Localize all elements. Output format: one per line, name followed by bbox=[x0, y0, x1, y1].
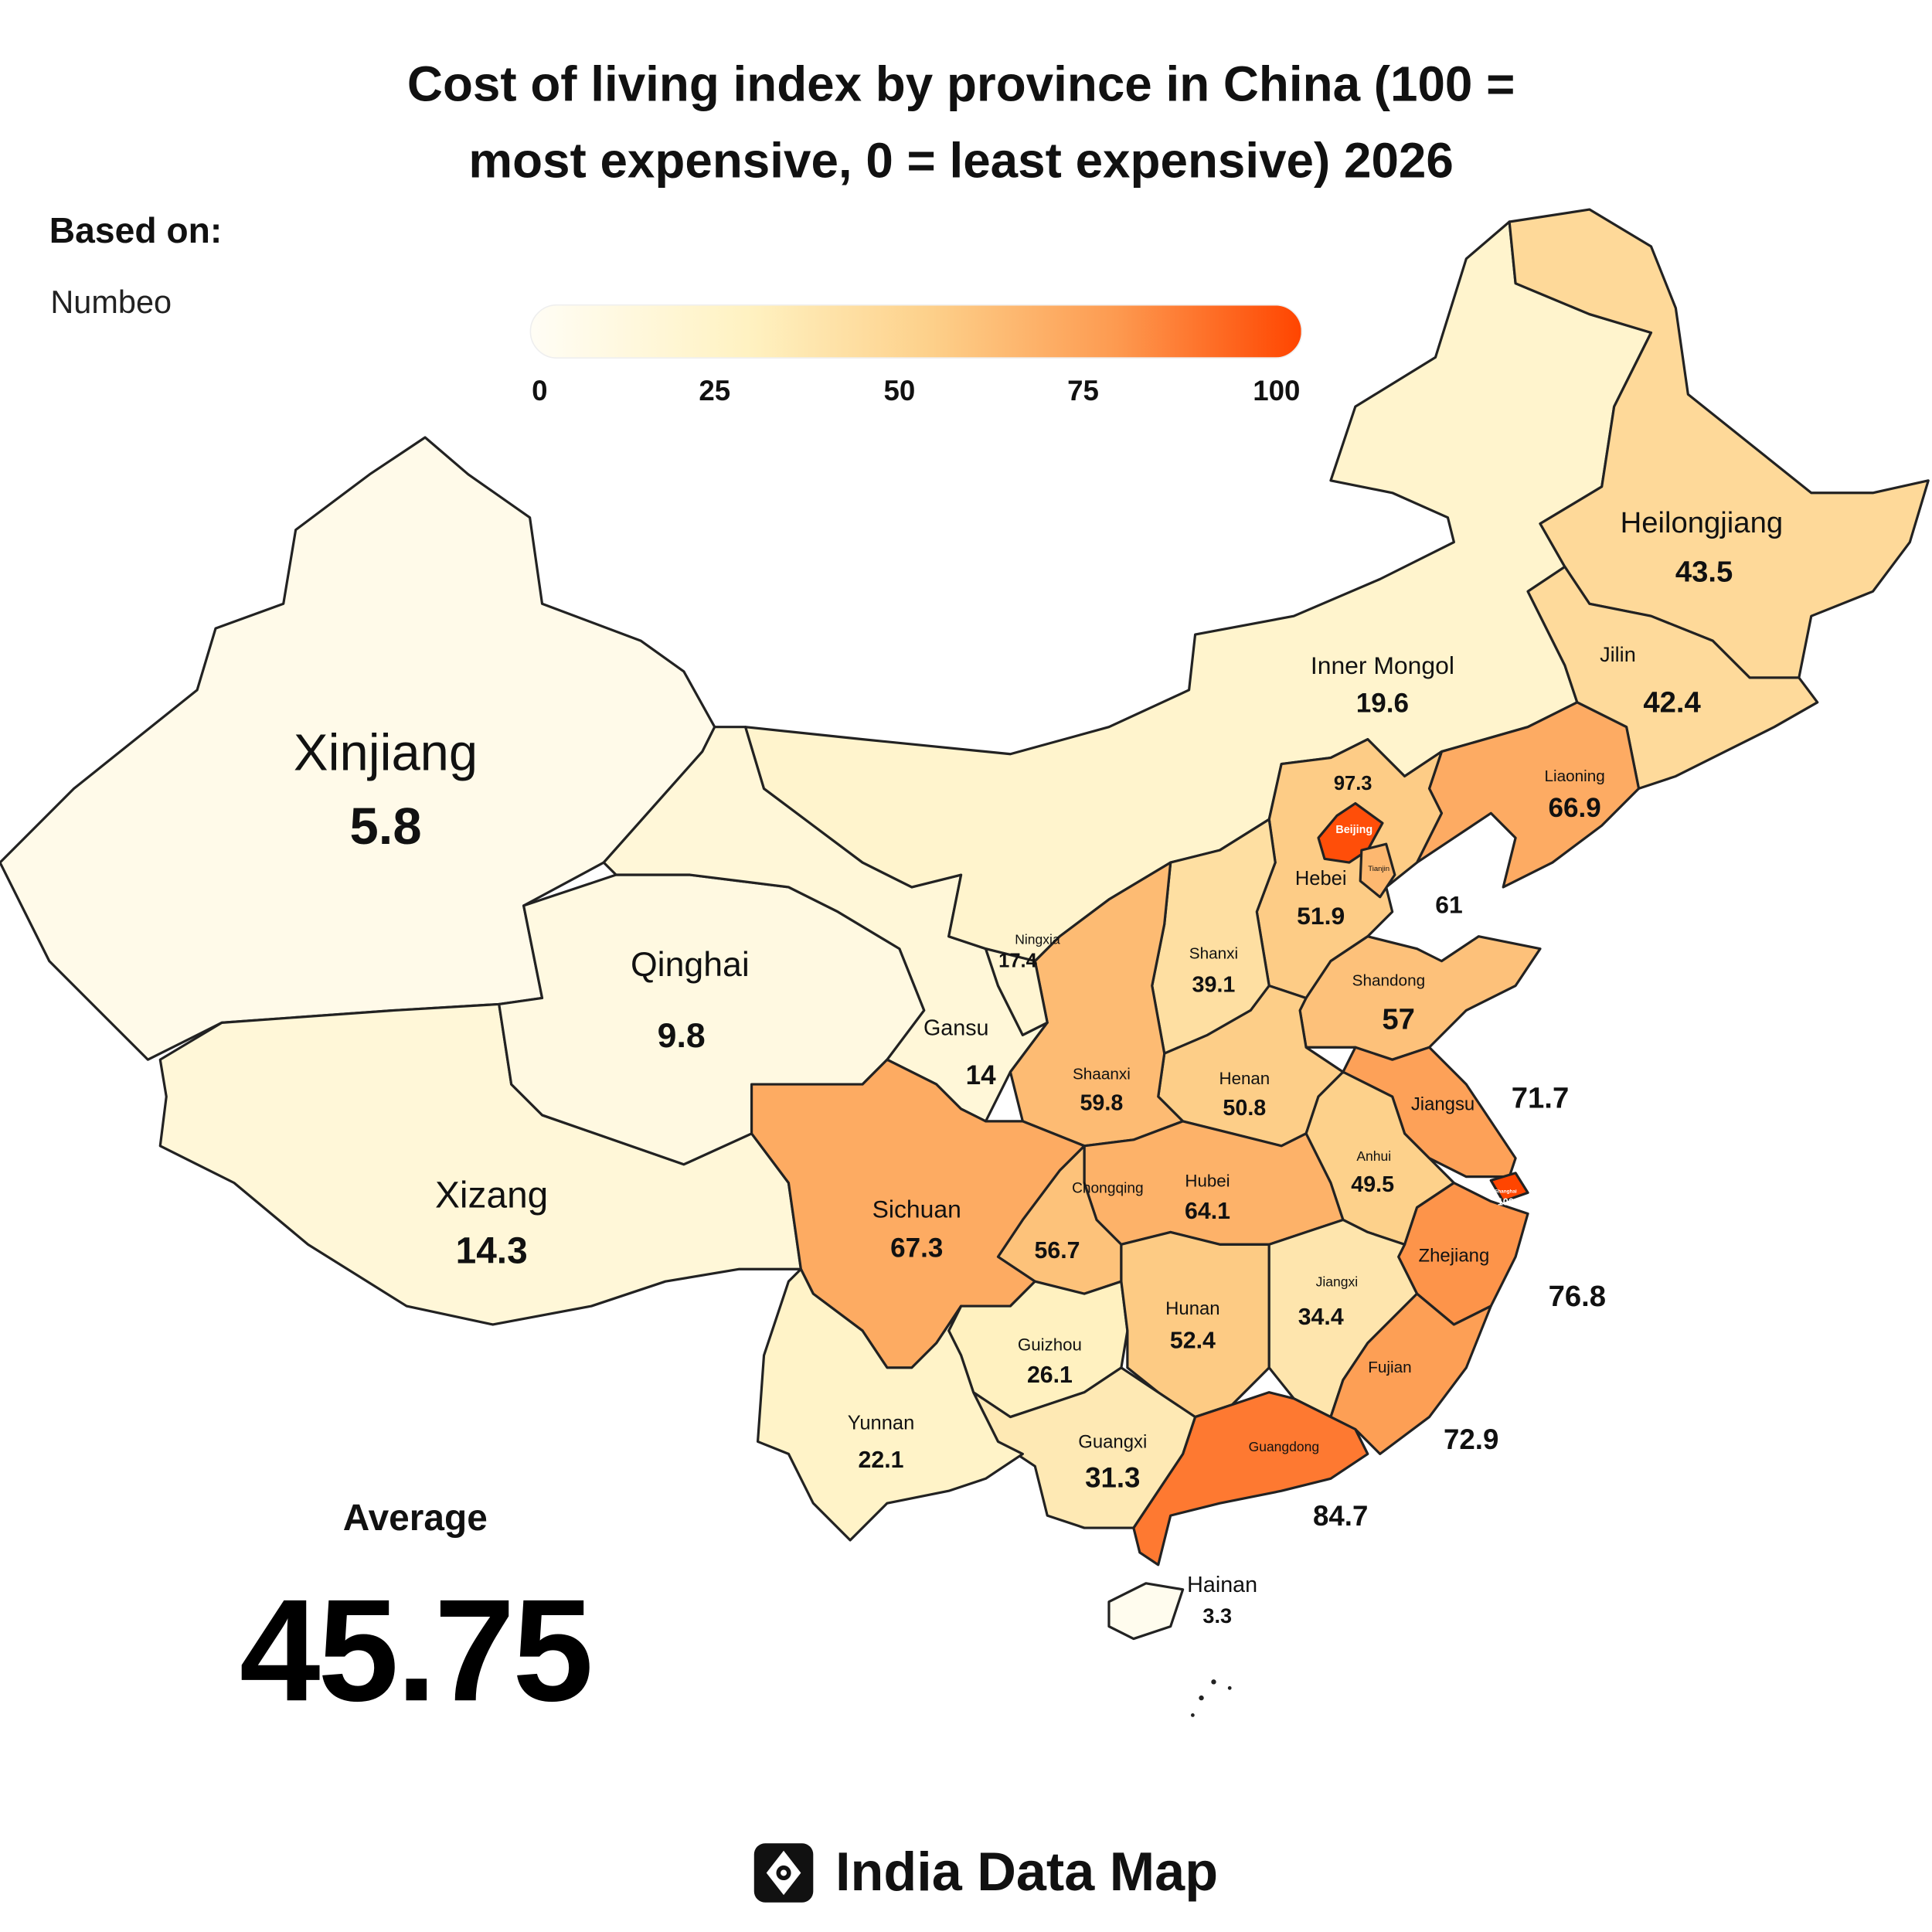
region-name-label: Jiangxi bbox=[1316, 1274, 1359, 1290]
region-name-label: Hunan bbox=[1165, 1298, 1219, 1319]
region-name-label: Liaoning bbox=[1544, 767, 1604, 785]
region-value-label: 59.8 bbox=[1080, 1091, 1123, 1116]
region-name-label: Beijing bbox=[1335, 824, 1372, 836]
average-label: Average bbox=[342, 1498, 488, 1539]
region-name-label: Fujian bbox=[1368, 1359, 1411, 1376]
region-value-label: 49.5 bbox=[1351, 1172, 1394, 1197]
region-name-label: Henan bbox=[1219, 1069, 1270, 1088]
region-name-label: Jiangsu bbox=[1411, 1094, 1475, 1115]
region-tianjin[interactable] bbox=[1359, 842, 1396, 899]
region-name-label: Shaanxi bbox=[1073, 1066, 1131, 1083]
chart-title: Cost of living index by province in Chin… bbox=[406, 57, 1515, 189]
south-china-sea-islands bbox=[1190, 1679, 1232, 1717]
region-value-label: 50.8 bbox=[1223, 1096, 1266, 1121]
region-fujian[interactable] bbox=[1329, 1292, 1492, 1455]
region-name-label: Ningxia bbox=[1015, 931, 1060, 947]
average-value: 45.75 bbox=[239, 1570, 594, 1733]
region-value-label: 57 bbox=[1382, 1002, 1415, 1036]
region-shanghai[interactable] bbox=[1489, 1172, 1529, 1203]
region-value-label: 76.8 bbox=[1549, 1280, 1606, 1313]
legend-tick: 0 bbox=[532, 374, 548, 407]
legend-tick: 100 bbox=[1253, 374, 1301, 407]
region-name-label: Jilin bbox=[1600, 642, 1636, 666]
region-value-label: 64.1 bbox=[1185, 1199, 1230, 1224]
region-hainan[interactable] bbox=[1107, 1582, 1185, 1641]
based-on-label: Based on: bbox=[49, 212, 223, 252]
region-name-label: Hainan bbox=[1187, 1573, 1257, 1597]
color-scale-legend bbox=[529, 304, 1303, 359]
region-name-label: Hebei bbox=[1295, 868, 1347, 889]
region-name-label: Yunnan bbox=[848, 1413, 915, 1434]
region-name-label: Qinghai bbox=[631, 946, 750, 984]
region-name-label: Guangxi bbox=[1078, 1431, 1147, 1452]
region-ningxia[interactable] bbox=[984, 947, 1049, 1036]
region-name-label: Shandong bbox=[1352, 972, 1425, 990]
region-value-label: 39.1 bbox=[1192, 972, 1236, 997]
region-value-label: 84.7 bbox=[1313, 1500, 1368, 1532]
brand-footer: India Data Map bbox=[752, 1841, 1218, 1905]
region-value-label: 3.3 bbox=[1202, 1604, 1232, 1628]
region-value-label: 66.9 bbox=[1549, 793, 1601, 823]
region-name-label: Gansu bbox=[923, 1015, 989, 1040]
region-value-label: 43.5 bbox=[1675, 556, 1733, 589]
region-yunnan[interactable] bbox=[756, 1267, 1024, 1542]
region-name-label: Xizang bbox=[435, 1175, 548, 1216]
legend-tick: 75 bbox=[1067, 374, 1099, 407]
region-value-label: 22.1 bbox=[859, 1447, 904, 1473]
region-value-label: 14 bbox=[966, 1060, 997, 1090]
region-value-label: 34.4 bbox=[1298, 1304, 1344, 1330]
region-name-label: Zhejiang bbox=[1419, 1246, 1490, 1267]
region-value-label: 17.4 bbox=[998, 951, 1037, 972]
region-name-label: Shanxi bbox=[1189, 944, 1238, 962]
region-name-label: Chongqing bbox=[1072, 1180, 1144, 1196]
region-value-label: 26.1 bbox=[1027, 1362, 1073, 1388]
region-value-label: 97.3 bbox=[1334, 773, 1372, 794]
region-name-label: Inner Mongol bbox=[1311, 651, 1454, 679]
region-value-label: 71.7 bbox=[1512, 1081, 1569, 1114]
legend-tick: 25 bbox=[699, 374, 731, 407]
region-value-label: 31.3 bbox=[1085, 1461, 1140, 1493]
brand-name: India Data Map bbox=[835, 1842, 1219, 1903]
region-value-label: 51.9 bbox=[1297, 902, 1345, 930]
region-name-label: Shanghai bbox=[1495, 1189, 1517, 1194]
region-value-label: 67.3 bbox=[890, 1233, 943, 1263]
region-value-label: 14.3 bbox=[456, 1230, 528, 1271]
region-name-label: Guangdong bbox=[1249, 1439, 1320, 1454]
region-value-label: 100 bbox=[1498, 1196, 1514, 1207]
region-value-label: 61 bbox=[1435, 890, 1462, 918]
region-value-label: 19.6 bbox=[1356, 689, 1409, 719]
region-name-label: Hubei bbox=[1185, 1171, 1230, 1190]
region-value-label: 5.8 bbox=[350, 798, 422, 855]
region-guangdong[interactable] bbox=[1132, 1391, 1369, 1566]
region-name-label: Tianjin bbox=[1368, 865, 1389, 873]
region-value-label: 42.4 bbox=[1643, 686, 1701, 719]
source-text: Numbeo bbox=[50, 283, 172, 321]
region-value-label: 72.9 bbox=[1444, 1423, 1498, 1455]
region-name-label: Anhui bbox=[1356, 1148, 1391, 1164]
legend-tick: 50 bbox=[883, 374, 916, 407]
region-name-label: Xinjiang bbox=[294, 724, 478, 782]
region-value-label: 56.7 bbox=[1035, 1238, 1080, 1264]
region-value-label: 52.4 bbox=[1170, 1328, 1216, 1353]
region-name-label: Sichuan bbox=[872, 1195, 961, 1223]
region-name-label: Guizhou bbox=[1018, 1335, 1082, 1354]
brand-logo-icon bbox=[753, 1843, 814, 1903]
region-value-label: 9.8 bbox=[658, 1017, 706, 1055]
region-name-label: Heilongjiang bbox=[1621, 506, 1784, 539]
